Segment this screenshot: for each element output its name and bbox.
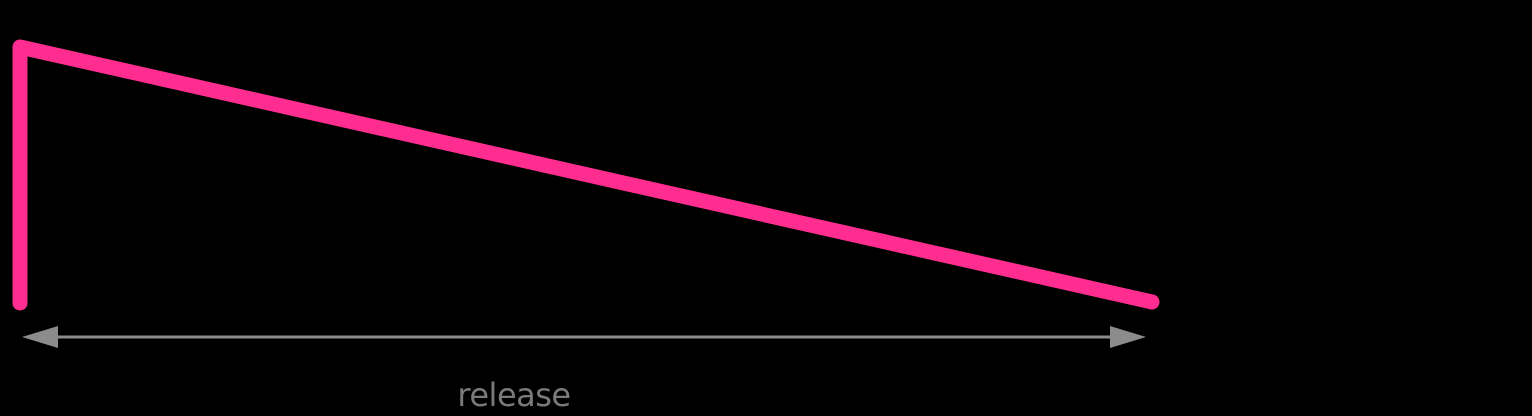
release-envelope-curve xyxy=(12,39,1160,311)
release-label: release xyxy=(457,376,570,414)
arrow-right-head xyxy=(1110,326,1146,348)
release-duration-arrow xyxy=(22,326,1146,348)
arrow-left-head xyxy=(22,326,58,348)
